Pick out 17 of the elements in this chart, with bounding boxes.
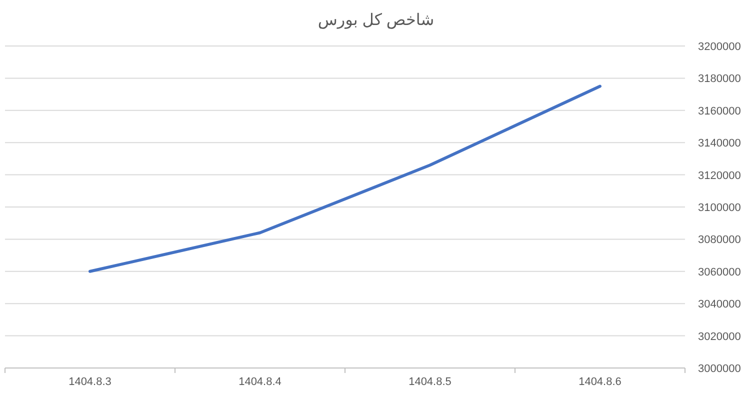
x-tick-label: 1404.8.3 [68,376,112,388]
y-tick-label: 3200000 [698,41,741,53]
y-tick-label: 3120000 [698,170,741,182]
y-tick-label: 3020000 [698,330,741,343]
y-tick-label: 3040000 [698,298,741,311]
x-tick-label: 1404.8.4 [238,376,282,388]
y-tick-label: 3100000 [698,202,741,214]
title: شاخص کل بورس [318,12,434,29]
y-tick-label: 3080000 [698,234,741,246]
y-tick-label: 3180000 [698,73,741,86]
line-series [88,84,602,273]
y-tick-label: 3060000 [698,266,741,278]
x-tick-label: 1404.8.6 [578,376,622,388]
y-tick-label: 3000000 [698,363,741,375]
y-tick-label: 3160000 [698,105,741,118]
y-tick-label: 3140000 [698,138,741,150]
x-tick-label: 1404.8.5 [408,376,452,388]
